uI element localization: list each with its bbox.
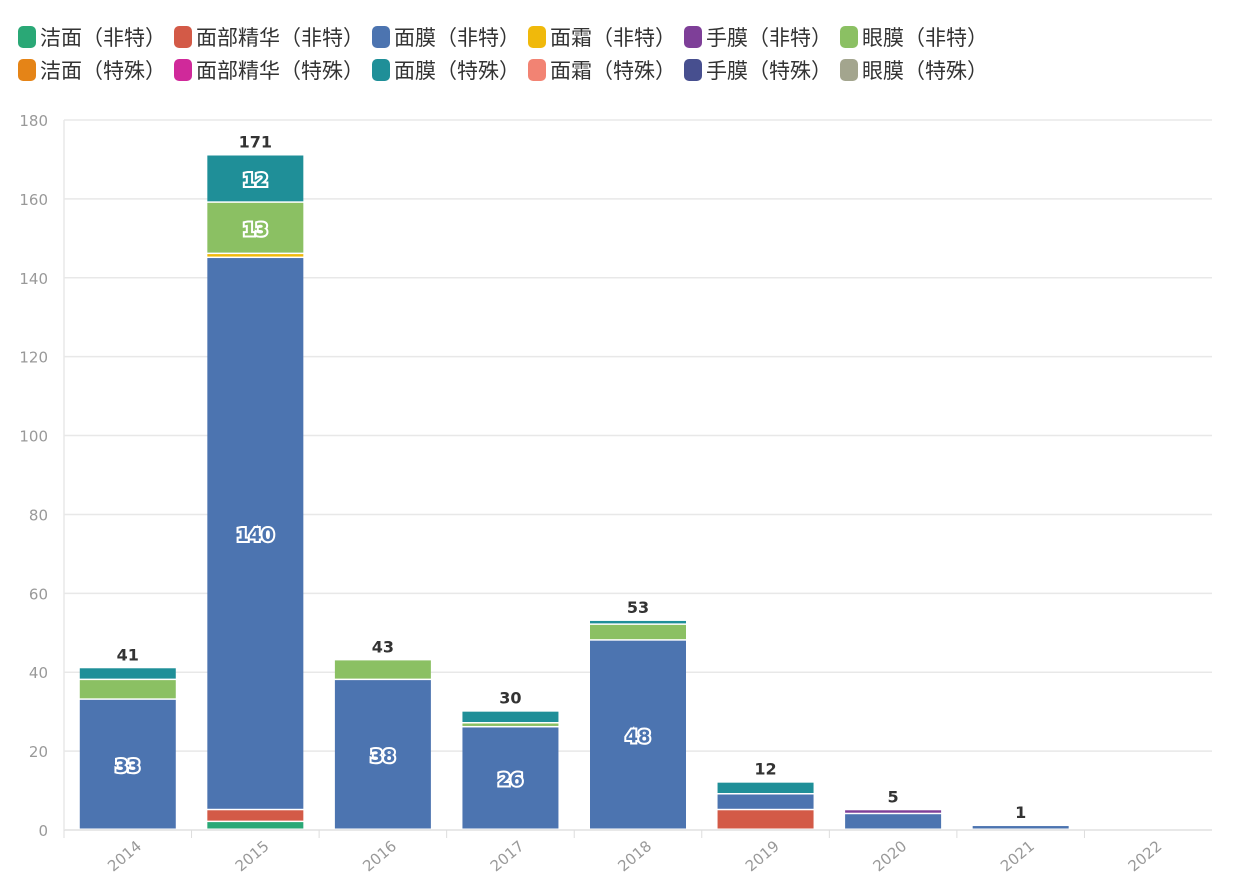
bar-segment	[462, 711, 559, 722]
y-tick-label: 120	[19, 349, 48, 367]
y-tick-label: 100	[19, 428, 48, 446]
x-tick-label: 2021	[997, 837, 1038, 875]
legend-label: 手膜（特殊）	[706, 58, 832, 83]
legend-swatch	[528, 25, 546, 48]
segment-label: 12	[243, 170, 268, 191]
y-tick-label: 180	[19, 112, 48, 130]
segment-label: 33	[115, 756, 140, 777]
legend-label: 面部精华（特殊）	[196, 58, 364, 83]
total-label: 43	[372, 637, 394, 656]
segment-label: 38	[370, 746, 395, 767]
bar-segment	[207, 822, 304, 829]
bar-segment	[79, 699, 176, 829]
y-tick-label: 80	[29, 506, 48, 524]
legend-swatch	[372, 25, 390, 48]
bar-segment	[334, 660, 431, 679]
bar-segment	[207, 155, 304, 202]
legend-label: 面霜（特殊）	[550, 58, 676, 83]
bar-segment	[717, 782, 814, 793]
legend-label: 面部精华（非特）	[196, 25, 364, 50]
legend-item[interactable]: 眼膜（非特）	[840, 22, 988, 52]
legend-swatch	[840, 25, 858, 48]
legend-item[interactable]: 面霜（特殊）	[528, 55, 676, 85]
legend-swatch	[18, 25, 36, 48]
legend-swatch	[684, 58, 702, 81]
bar-segment	[79, 668, 176, 679]
legend-item[interactable]: 面霜（非特）	[528, 22, 676, 52]
bar-segment	[207, 254, 304, 257]
legend-swatch	[174, 58, 192, 81]
segment-label: 26	[498, 770, 523, 791]
bar-segment	[717, 810, 814, 829]
segment-label: 48	[625, 726, 650, 747]
legend-swatch	[174, 25, 192, 48]
legend-swatch	[840, 58, 858, 81]
x-tick-label: 2014	[104, 837, 145, 875]
total-label: 53	[627, 598, 649, 617]
bar-segment	[972, 826, 1069, 829]
bar-segment	[207, 810, 304, 821]
legend-item[interactable]: 面部精华（非特）	[174, 22, 364, 52]
total-label: 30	[499, 689, 521, 708]
total-label: 41	[117, 645, 139, 664]
x-tick-label: 2015	[232, 837, 273, 875]
legend-label: 眼膜（特殊）	[862, 58, 988, 83]
bar-segment	[717, 794, 814, 809]
legend-label: 手膜（非特）	[706, 25, 832, 50]
y-tick-label: 160	[19, 191, 48, 209]
bar-segment	[590, 640, 686, 829]
x-tick-label: 2020	[869, 837, 910, 875]
y-tick-label: 60	[29, 585, 48, 603]
legend-swatch	[18, 58, 36, 81]
legend: 洁面（非特） 面部精华（非特） 面膜（非特） 面霜（非特） 手膜（非特） 眼膜（非特） 洁…	[18, 20, 1238, 86]
bar-segment	[845, 810, 942, 813]
legend-label: 面膜（非特）	[394, 25, 520, 50]
segment-label: 140	[237, 525, 275, 546]
y-tick-label: 40	[29, 664, 48, 682]
total-label: 171	[239, 133, 272, 152]
legend-item[interactable]: 面膜（非特）	[372, 22, 520, 52]
bar-segment	[207, 258, 304, 809]
bar-segment	[79, 680, 176, 699]
legend-label: 眼膜（非特）	[862, 25, 988, 50]
y-tick-label: 20	[29, 743, 48, 761]
x-tick-label: 2016	[359, 837, 400, 875]
legend-item[interactable]: 洁面（特殊）	[18, 55, 166, 85]
bar-segment	[590, 620, 686, 624]
total-label: 1	[1015, 803, 1026, 822]
legend-label: 面霜（非特）	[550, 25, 676, 50]
legend-item[interactable]: 面部精华（特殊）	[174, 55, 364, 85]
bar-segment	[334, 680, 431, 829]
total-label: 12	[754, 760, 776, 779]
legend-label: 洁面（特殊）	[40, 58, 166, 83]
x-tick-label: 2017	[487, 837, 528, 875]
bar-segment	[207, 202, 304, 253]
legend-item[interactable]: 面膜（特殊）	[372, 55, 520, 85]
bar-segment	[590, 624, 686, 640]
segment-label: 13	[243, 219, 268, 240]
legend-item[interactable]: 手膜（特殊）	[684, 55, 832, 85]
legend-item[interactable]: 眼膜（特殊）	[840, 55, 988, 85]
legend-swatch	[528, 58, 546, 81]
legend-swatch	[684, 25, 702, 48]
legend-row: 洁面（非特） 面部精华（非特） 面膜（非特） 面霜（非特） 手膜（非特） 眼膜（非特）	[18, 20, 1238, 53]
bar-segment	[845, 814, 942, 829]
legend-item[interactable]: 洁面（非特）	[18, 22, 166, 52]
legend-row: 洁面（特殊） 面部精华（特殊） 面膜（特殊） 面霜（特殊） 手膜（特殊） 眼膜（特殊）	[18, 53, 1238, 86]
y-tick-label: 0	[38, 822, 48, 840]
legend-label: 洁面（非特）	[40, 25, 166, 50]
x-tick-label: 2022	[1125, 837, 1166, 875]
bar-segment	[462, 727, 559, 829]
total-label: 5	[888, 787, 899, 806]
y-tick-label: 140	[19, 270, 48, 288]
legend-swatch	[372, 58, 390, 81]
legend-label: 面膜（特殊）	[394, 58, 520, 83]
bar-segment	[462, 723, 559, 726]
legend-item[interactable]: 手膜（非特）	[684, 22, 832, 52]
x-tick-label: 2018	[614, 837, 655, 875]
x-tick-label: 2019	[742, 837, 783, 875]
